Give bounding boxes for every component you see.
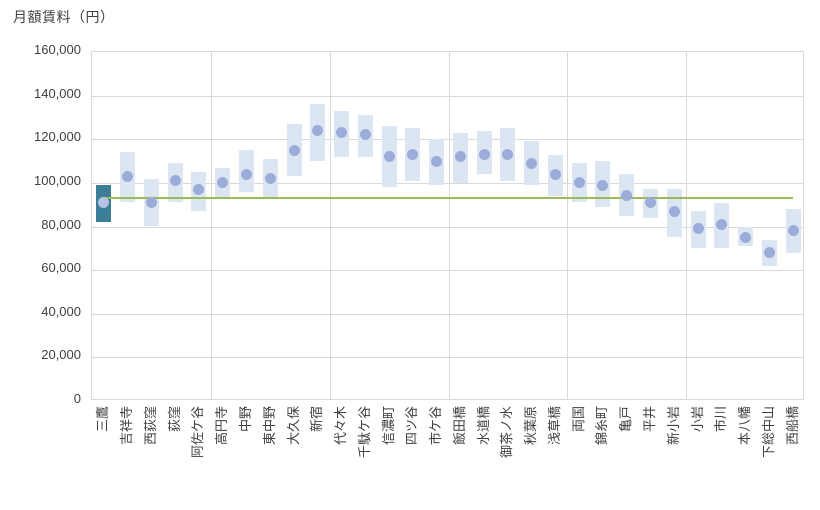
median-dot bbox=[312, 125, 324, 137]
y-gridline bbox=[92, 270, 803, 272]
median-dot bbox=[740, 231, 752, 243]
median-dot bbox=[336, 127, 348, 139]
y-gridline bbox=[92, 313, 803, 315]
median-dot bbox=[98, 197, 110, 208]
x-category-label: 本八幡 bbox=[737, 406, 753, 446]
x-gridline bbox=[448, 52, 450, 399]
plot-area bbox=[91, 51, 804, 400]
reference-line bbox=[103, 197, 794, 200]
x-category-label: 平井 bbox=[642, 406, 658, 433]
median-dot bbox=[621, 190, 633, 202]
x-category-label: 西荻窪 bbox=[142, 406, 158, 446]
median-dot bbox=[145, 197, 157, 208]
x-category-label: 三鷹 bbox=[95, 406, 111, 433]
median-dot bbox=[526, 157, 538, 169]
median-dot bbox=[787, 225, 799, 237]
x-gridline bbox=[329, 52, 331, 399]
y-tick-label: 140,000 bbox=[34, 85, 81, 101]
x-gridline bbox=[686, 52, 688, 399]
median-dot bbox=[217, 177, 229, 189]
y-tick-label: 40,000 bbox=[41, 303, 81, 319]
x-category-label: 飯田橋 bbox=[451, 406, 467, 446]
y-gridline bbox=[92, 95, 803, 97]
y-tick-label: 20,000 bbox=[41, 347, 81, 363]
x-category-label: 信濃町 bbox=[380, 406, 396, 446]
x-category-label: 両国 bbox=[570, 406, 586, 433]
x-category-label: 千駄ケ谷 bbox=[356, 406, 372, 459]
x-gridline bbox=[210, 52, 212, 399]
y-gridline bbox=[92, 226, 803, 228]
x-category-label: 下総中山 bbox=[760, 406, 776, 459]
y-gridline bbox=[92, 182, 803, 184]
median-dot bbox=[240, 168, 252, 180]
x-category-label: 新小岩 bbox=[665, 406, 681, 446]
median-dot bbox=[288, 144, 300, 156]
median-dot bbox=[716, 218, 728, 230]
x-category-label: 錦糸町 bbox=[594, 406, 610, 446]
x-category-label: 西船橋 bbox=[784, 406, 800, 446]
x-category-label: 浅草橋 bbox=[546, 406, 562, 446]
x-category-label: 荻窪 bbox=[166, 406, 182, 433]
y-gridline bbox=[92, 139, 803, 141]
median-dot bbox=[454, 151, 466, 163]
y-gridline bbox=[92, 357, 803, 359]
y-tick-label: 0 bbox=[73, 391, 81, 406]
median-dot bbox=[668, 205, 680, 217]
median-dot bbox=[122, 170, 134, 182]
x-category-label: 吉祥寺 bbox=[119, 406, 135, 446]
median-dot bbox=[193, 183, 205, 195]
x-category-label: 阿佐ケ谷 bbox=[190, 406, 206, 459]
median-dot bbox=[502, 149, 514, 161]
chart-title: 月額賃料（円） bbox=[13, 9, 115, 25]
x-category-label: 市川 bbox=[713, 406, 729, 433]
y-tick-label: 120,000 bbox=[34, 129, 81, 145]
median-dot bbox=[645, 197, 657, 208]
median-dot bbox=[359, 129, 371, 141]
x-category-label: 新宿 bbox=[309, 406, 325, 433]
x-category-label: 御茶ノ水 bbox=[499, 406, 515, 459]
median-dot bbox=[431, 155, 443, 167]
x-category-label: 東中野 bbox=[261, 406, 277, 446]
median-dot bbox=[407, 149, 419, 161]
x-category-label: 小岩 bbox=[689, 406, 705, 433]
median-dot bbox=[549, 168, 561, 180]
median-dot bbox=[264, 173, 276, 184]
x-category-label: 代々木 bbox=[333, 406, 349, 446]
x-category-label: 高円寺 bbox=[214, 406, 230, 446]
x-category-label: 大久保 bbox=[285, 406, 301, 446]
y-tick-label: 160,000 bbox=[34, 42, 81, 57]
x-gridline bbox=[567, 52, 569, 399]
median-dot bbox=[597, 179, 609, 191]
y-tick-label: 100,000 bbox=[34, 172, 81, 188]
median-dot bbox=[573, 177, 585, 189]
x-category-label: 水道橋 bbox=[475, 406, 491, 446]
median-dot bbox=[169, 175, 181, 187]
x-category-label: 四ツ谷 bbox=[404, 406, 420, 446]
y-tick-label: 60,000 bbox=[41, 260, 81, 276]
x-category-label: 市ケ谷 bbox=[428, 406, 444, 446]
y-tick-label: 80,000 bbox=[41, 216, 81, 232]
median-dot bbox=[383, 151, 395, 163]
x-category-label: 中野 bbox=[237, 406, 253, 433]
median-dot bbox=[692, 223, 704, 235]
median-dot bbox=[763, 247, 775, 259]
median-dot bbox=[478, 149, 490, 161]
x-category-label: 亀戸 bbox=[618, 406, 634, 433]
x-category-label: 秋葉原 bbox=[523, 406, 539, 446]
